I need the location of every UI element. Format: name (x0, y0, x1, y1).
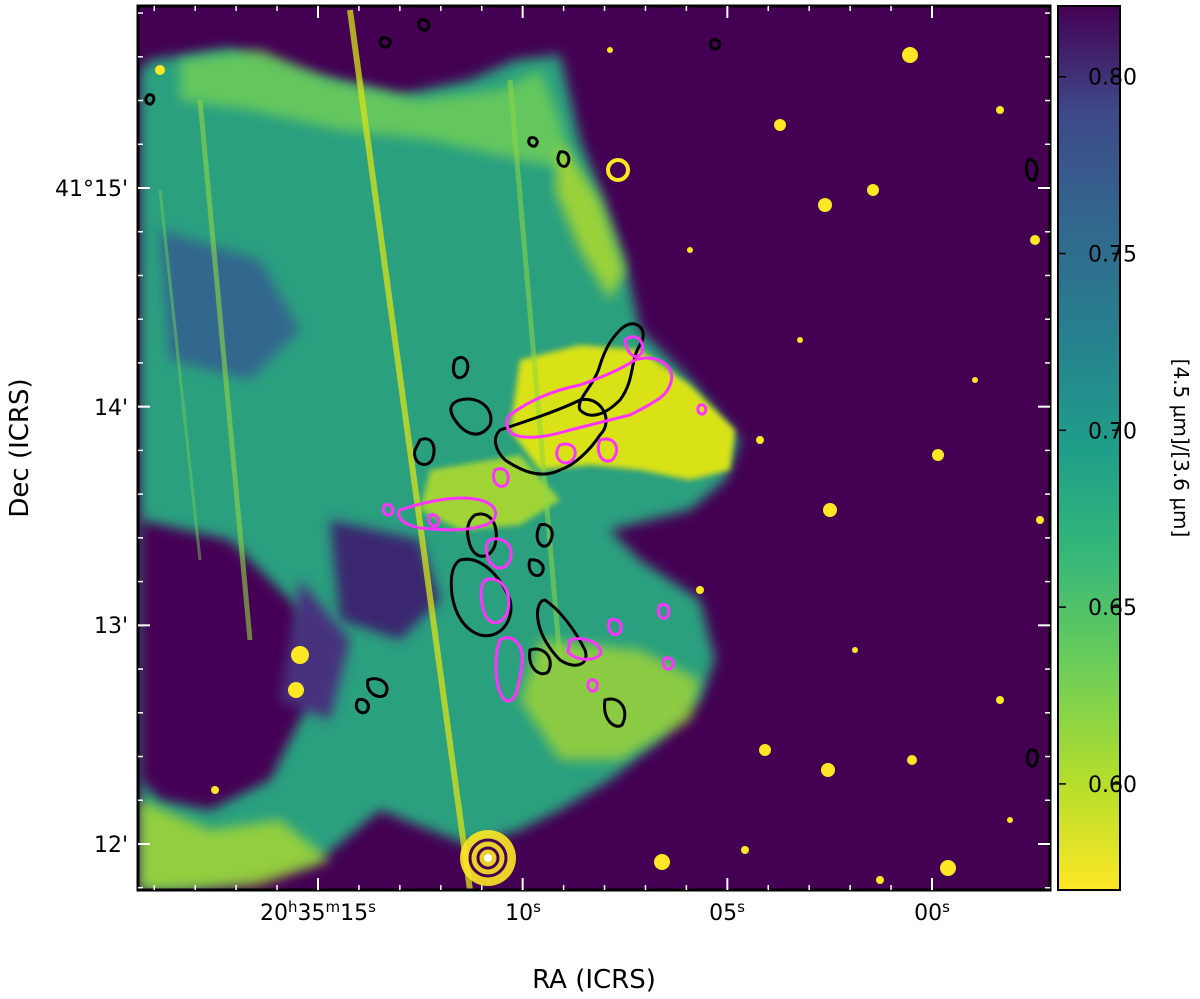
x-tick-label-15s: 20h35m15s (260, 898, 376, 926)
bright-lower-rim (140, 800, 330, 890)
y-tick-label-14: 14' (94, 396, 128, 421)
streak-1 (347, 9, 473, 890)
y-tick-label-12: 12' (94, 833, 128, 858)
x-tick-label-05s: 05s (709, 898, 745, 926)
y-tick-label-15: 41°15' (55, 177, 128, 202)
bright-pillar-neck (420, 455, 560, 530)
bright-rim-top (180, 50, 570, 170)
colorbar-tick-label-1: 0.65 (1088, 596, 1137, 621)
x-axis-label: RA (ICRS) (532, 965, 656, 995)
y-tick-label-13: 13' (94, 614, 128, 639)
bright-source (460, 830, 516, 886)
x-tick-label-00s: 00s (914, 898, 950, 926)
bright-rim-right (555, 140, 625, 300)
plot-frame (136, 4, 1052, 892)
colorbar: 0.60 0.65 0.70 0.75 0.80 [4.5 μm]/[3.6 μm] (1057, 5, 1193, 891)
x-tick-label-10s: 10s (505, 898, 541, 926)
streak-2 (197, 99, 253, 641)
colorbar-gradient (1057, 5, 1121, 891)
colorbar-tick-label-4: 0.80 (1088, 66, 1137, 91)
point-sources (155, 47, 1044, 884)
dark-cavity-left (140, 520, 310, 810)
colorbar-tick-label-3: 0.75 (1088, 243, 1137, 268)
bright-pillar-head (510, 345, 735, 480)
streak-3 (507, 79, 563, 661)
tick-marks (138, 6, 1050, 890)
dark-cavity-center (330, 520, 440, 640)
colorbar-tick-label-0: 0.60 (1088, 773, 1137, 798)
colorbar-label: [4.5 μm]/[3.6 μm] (1169, 359, 1193, 538)
colorbar-ticks: 0.60 0.65 0.70 0.75 0.80 (1058, 66, 1137, 798)
y-tick-labels: 41°15' 14' 13' 12' (55, 177, 128, 858)
y-axis-label: Dec (ICRS) (5, 378, 35, 517)
colorbar-tick-label-2: 0.70 (1088, 419, 1137, 444)
x-tick-labels: 20h35m15s 10s 05s 00s (260, 898, 950, 926)
dark-cavity-upper (160, 230, 300, 380)
black-contours (144, 18, 1039, 768)
magenta-contours (381, 335, 708, 703)
heatmap-image (138, 6, 1050, 890)
streak-4 (158, 189, 202, 561)
